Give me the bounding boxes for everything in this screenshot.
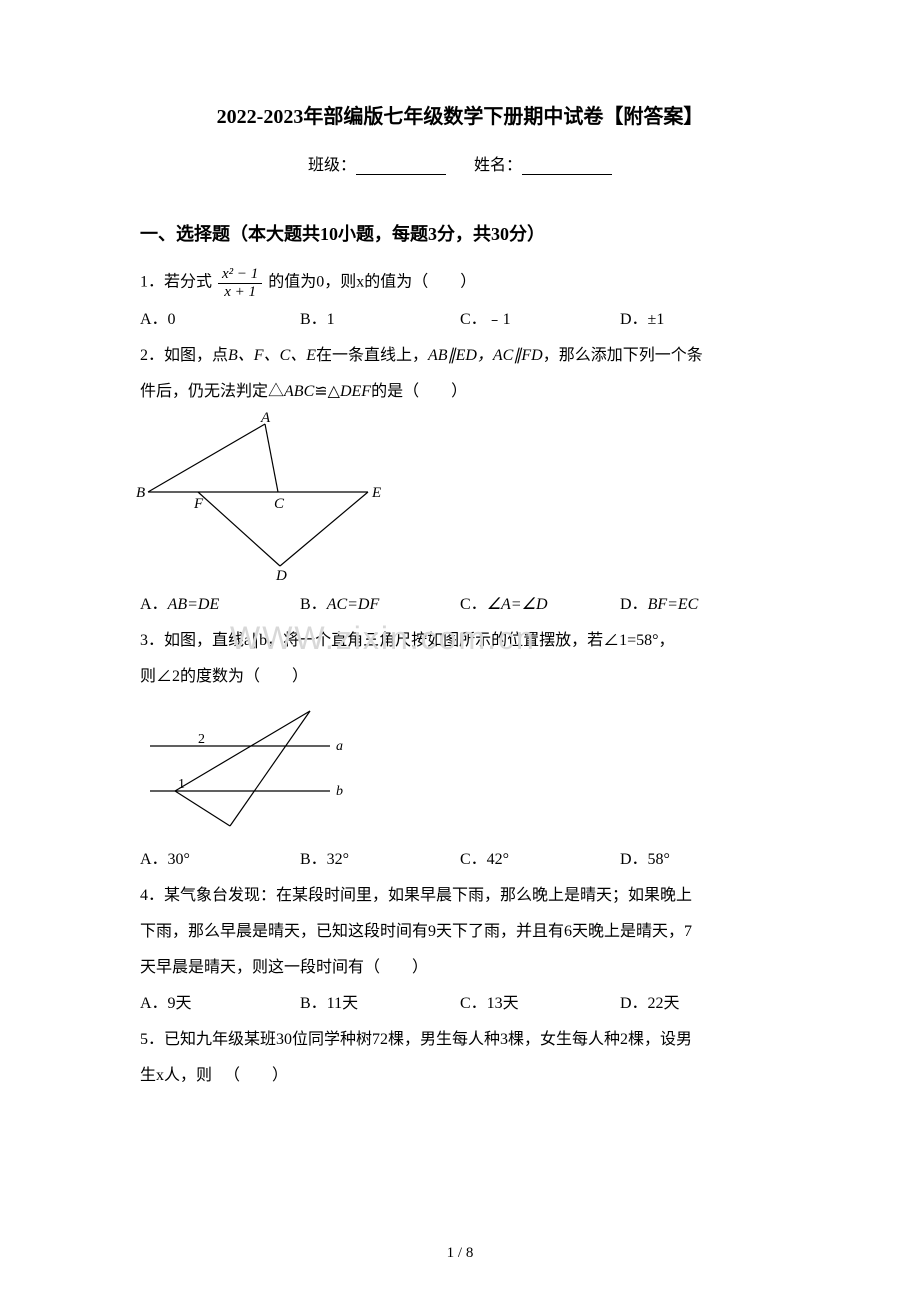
class-blank bbox=[356, 157, 446, 175]
header-fields: 班级： 姓名： bbox=[140, 151, 780, 175]
q2-t3: 在一条直线上， bbox=[316, 347, 428, 364]
q2-l2e: 的是（ ） bbox=[371, 383, 467, 400]
svg-text:D: D bbox=[275, 568, 287, 584]
section-header: 一、选择题（本大题共10小题，每题3分，共30分） bbox=[140, 220, 780, 246]
q2-t1: 2．如图，点 bbox=[140, 347, 228, 364]
q2-opt-c: C．∠A=∠D bbox=[460, 589, 620, 621]
q2-l2d: DEF bbox=[340, 383, 371, 400]
q4-opt-d: D．22天 bbox=[620, 988, 780, 1020]
question-1: 1．若分式 x² − 1 x + 1 的值为0，则x的值为（ ） bbox=[140, 266, 780, 300]
q2-l2c: ≌△ bbox=[314, 383, 340, 400]
question-5-line1: 5．已知九年级某班30位同学种树72棵，男生每人种3棵，女生每人种2棵，设男 bbox=[140, 1024, 780, 1056]
q1-frac-bot: x + 1 bbox=[218, 284, 262, 301]
page-footer: 1 / 8 bbox=[0, 1245, 920, 1262]
q4-opt-c: C．13天 bbox=[460, 988, 620, 1020]
svg-text:A: A bbox=[260, 410, 271, 426]
name-label: 姓名： bbox=[474, 157, 522, 174]
q2-t5: ，那么添加下列一个条 bbox=[543, 347, 703, 364]
question-4-line2: 下雨，那么早晨是晴天，已知这段时间有9天下了雨，并且有6天晚上是晴天，7 bbox=[140, 916, 780, 948]
name-blank bbox=[522, 157, 612, 175]
class-label: 班级： bbox=[308, 157, 356, 174]
q2-opt-a: A．AB=DE bbox=[140, 589, 300, 621]
q4-options: A．9天 B．11天 C．13天 D．22天 bbox=[140, 988, 780, 1020]
q3-opt-d: D．58° bbox=[620, 844, 780, 876]
q3-opt-a: A．30° bbox=[140, 844, 300, 876]
q2-t2: B、F、C、E bbox=[228, 347, 316, 364]
svg-text:F: F bbox=[193, 496, 204, 512]
q4-opt-b: B．11天 bbox=[300, 988, 460, 1020]
q2-t4: AB∥ED，AC∥FD bbox=[428, 347, 543, 364]
q3-options: A．30° B．32° C．42° D．58° bbox=[140, 844, 780, 876]
q1-frac-top: x² − 1 bbox=[218, 266, 262, 284]
question-5-line2: 生x人，则 （ ） bbox=[140, 1060, 780, 1092]
question-4-line1: 4．某气象台发现：在某段时间里，如果早晨下雨，那么晚上是晴天；如果晚上 bbox=[140, 880, 780, 912]
question-3-line2: 则∠2的度数为（ ） bbox=[140, 661, 780, 693]
q1-opt-b: B．1 bbox=[300, 304, 460, 336]
svg-text:1: 1 bbox=[178, 777, 185, 792]
q2-opt-d: D．BF=EC bbox=[620, 589, 780, 621]
q2-options: A．AB=DE B．AC=DF C．∠A=∠D D．BF=EC bbox=[140, 589, 780, 621]
q3-opt-c: C．42° bbox=[460, 844, 620, 876]
q1-opt-c: C．﹣1 bbox=[460, 304, 620, 336]
q3-opt-b: B．32° bbox=[300, 844, 460, 876]
q1-suffix: 的值为0，则x的值为（ ） bbox=[268, 274, 476, 291]
q2-l2a: 件后，仍无法判定△ bbox=[140, 383, 284, 400]
svg-text:b: b bbox=[336, 784, 343, 799]
question-3-line1: 3．如图，直线a∥b，将一个直角三角尺按如图所示的位置摆放，若∠1=58°， bbox=[140, 625, 780, 657]
q4-opt-a: A．9天 bbox=[140, 988, 300, 1020]
q3-figure: 2 1 a b bbox=[140, 701, 780, 836]
q1-prefix: 1．若分式 bbox=[140, 274, 212, 291]
q2-figure: ABFCED bbox=[140, 416, 780, 581]
question-2-line2: 件后，仍无法判定△ABC≌△DEF的是（ ） bbox=[140, 376, 780, 408]
q2-opt-b: B．AC=DF bbox=[300, 589, 460, 621]
q1-opt-d: D．±1 bbox=[620, 304, 780, 336]
svg-text:E: E bbox=[371, 485, 381, 501]
q2-l2b: ABC bbox=[284, 383, 314, 400]
document-title: 2022-2023年部编版七年级数学下册期中试卷【附答案】 bbox=[140, 100, 780, 129]
svg-text:C: C bbox=[274, 496, 285, 512]
q1-fraction: x² − 1 x + 1 bbox=[218, 266, 262, 300]
q1-options: A．0 B．1 C．﹣1 D．±1 bbox=[140, 304, 780, 336]
q1-opt-a: A．0 bbox=[140, 304, 300, 336]
question-4-line3: 天早晨是晴天，则这一段时间有（ ） bbox=[140, 952, 780, 984]
svg-text:B: B bbox=[136, 485, 145, 501]
svg-text:2: 2 bbox=[198, 732, 205, 747]
svg-text:a: a bbox=[336, 739, 343, 754]
question-2: 2．如图，点B、F、C、E在一条直线上，AB∥ED，AC∥FD，那么添加下列一个… bbox=[140, 340, 780, 372]
